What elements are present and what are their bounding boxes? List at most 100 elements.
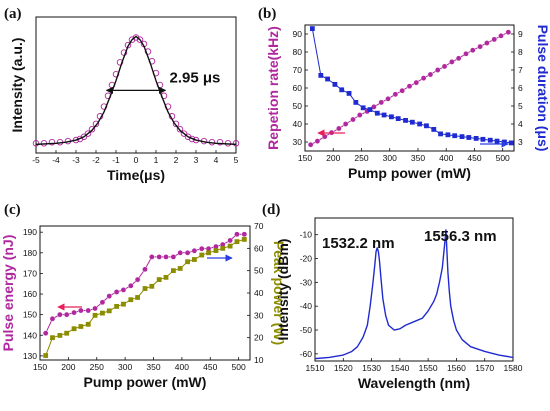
y-tick-label: 70 — [293, 65, 303, 75]
y-axis-label: Pulse energy (nJ) — [0, 235, 16, 352]
repetition-rate-point — [463, 51, 469, 57]
y2-tick-label: 3 — [518, 137, 523, 147]
repetition-rate-point — [441, 63, 448, 70]
panel-c: 150 200 250 300 350 400 450 500 Pump power (mW) 1… — [0, 202, 287, 390]
y2-tick-label: 40 — [254, 288, 264, 298]
peak-power-point — [156, 277, 162, 282]
pulse-duration-point — [381, 112, 387, 118]
panel-label: (c) — [4, 202, 21, 218]
repetition-rate-point — [356, 112, 363, 118]
repetition-rate-point — [420, 75, 427, 81]
y2-tick-label: 20 — [254, 333, 264, 343]
pulse-energy-point — [78, 307, 84, 314]
pulse-energy-point — [113, 289, 120, 295]
pulse-duration-point — [438, 131, 443, 137]
y2-tick-label: 60 — [254, 243, 264, 253]
pulse-energy-point — [170, 254, 177, 260]
y-tick-label: 80 — [293, 47, 303, 57]
x-tick-label: 200 — [61, 362, 75, 372]
x-tick-label: 200 — [326, 153, 340, 163]
y2-tick-label: 6 — [518, 83, 523, 93]
x-tick-label: 450 — [467, 153, 481, 163]
x-tick-label: 1550 — [419, 363, 438, 373]
peak-power-point — [185, 259, 190, 265]
x-tick-label: 1560 — [447, 363, 466, 373]
data-point — [84, 130, 92, 137]
x-tick-label: 150 — [33, 362, 47, 372]
peak-power-point — [135, 295, 141, 300]
pulse-energy-point — [92, 305, 98, 312]
x-axis-label: Wavelength (nm) — [358, 375, 470, 391]
peak-annotation-1: 1532.2 nm — [322, 235, 395, 252]
repetition-rate-point — [469, 47, 476, 54]
y-tick-label: -40 — [300, 301, 313, 311]
y-tick-label: 40 — [293, 119, 303, 129]
x-tick-label: 400 — [175, 362, 189, 372]
pulse-energy-point — [128, 282, 134, 289]
peak-power-point — [142, 286, 148, 291]
pulse-duration-point — [431, 127, 437, 132]
x-tick-label: 300 — [383, 153, 397, 163]
pulse-energy-point — [120, 287, 127, 293]
y-tick-label: -10 — [300, 230, 313, 240]
peak-power-point — [50, 335, 55, 341]
pulse-duration-point — [332, 82, 338, 87]
y-tick-label: 50 — [293, 101, 303, 111]
fit-curve — [35, 35, 237, 146]
repetition-rate-point — [406, 83, 413, 89]
y2-tick-label: 70 — [254, 221, 264, 231]
peak-power-point — [57, 333, 63, 338]
peak-power-point — [220, 245, 226, 251]
pulse-energy-point — [99, 299, 106, 306]
x-tick-label: -1 — [112, 155, 120, 165]
pulse-energy-point — [191, 247, 198, 254]
repetition-rate-point — [399, 87, 405, 94]
x-tick-label: -2 — [92, 155, 100, 165]
pulse-duration-point — [508, 140, 514, 146]
y-tick-label: -60 — [300, 349, 313, 359]
y-tick-label: -20 — [300, 254, 313, 264]
y2-tick-label: 7 — [518, 65, 523, 75]
pulse-duration-point — [409, 119, 415, 125]
peak-power-line — [45, 238, 245, 356]
x-tick-label: 250 — [90, 362, 104, 372]
data-point — [172, 120, 180, 128]
pulse-duration-point — [459, 134, 465, 139]
pulse-energy-point — [184, 249, 191, 256]
x-tick-label: 1530 — [362, 363, 381, 373]
repetition-rate-point — [371, 104, 377, 110]
y-tick-label: 140 — [23, 330, 37, 340]
pulse-duration-point — [395, 116, 401, 121]
y-axis-label: Intensity (a.u.) — [9, 38, 25, 133]
repetition-rate-point — [307, 141, 314, 148]
pulse-duration-point — [466, 135, 472, 140]
x-tick-label: 150 — [298, 153, 312, 163]
panel-d: 1510 1520 1530 1540 1550 1560 1570 1580 Waveleng… — [262, 202, 523, 391]
peak-annotation-2: 1556.3 nm — [424, 228, 497, 245]
repetition-rate-point — [434, 67, 441, 73]
peak-power-point — [78, 324, 84, 329]
pulse-energy-point — [63, 311, 70, 318]
x-tick-label: 450 — [203, 362, 217, 372]
peak-power-point — [71, 326, 77, 332]
peak-power-point — [121, 301, 126, 307]
pulse-energy-point — [142, 266, 148, 273]
y2-axis-label: Peak power (W) — [271, 241, 287, 345]
panel-a: -5 -4 -3 -2 -1 0 1 2 3 4 5 Time(μs) Intensity (a.u.)… — [4, 6, 240, 183]
pulse-duration-point — [424, 123, 429, 129]
data-point — [180, 130, 188, 137]
peak-power-point — [199, 252, 205, 258]
y-axis-label: Intensity (dBm) — [275, 239, 291, 341]
repetition-rate-point — [455, 55, 462, 62]
pulse-duration-point — [480, 136, 486, 142]
pulse-energy-point — [156, 254, 162, 260]
y2-axis-label: Pulse duration (μs) — [535, 25, 550, 152]
x-tick-label: 1520 — [334, 363, 353, 373]
x-tick-label: 400 — [439, 153, 453, 163]
pulse-energy-point — [71, 309, 77, 316]
pulse-duration-point — [325, 76, 330, 82]
x-tick-label: -5 — [32, 155, 40, 165]
